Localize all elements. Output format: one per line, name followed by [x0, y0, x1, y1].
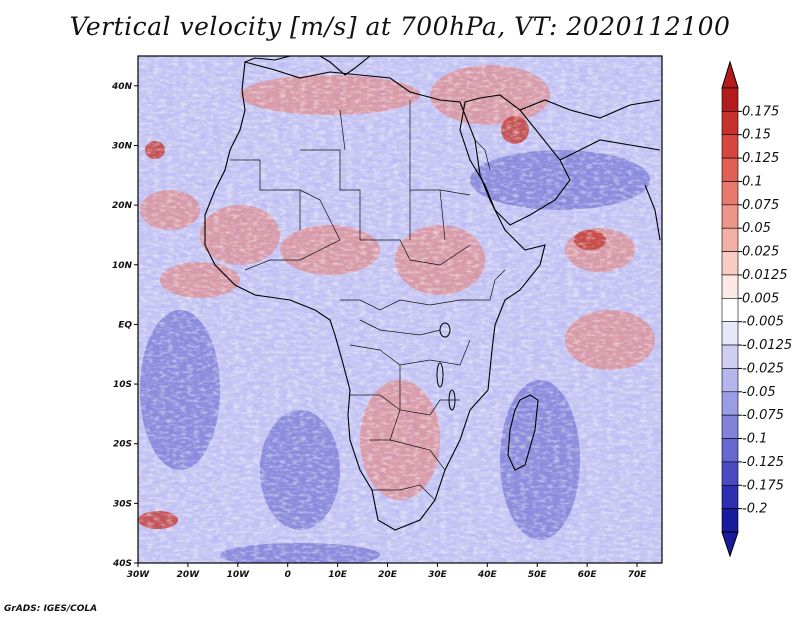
colorbar-label: 0.075: [742, 198, 779, 213]
colorbar-segment: [721, 321, 739, 346]
lon-tick-label: 30E: [428, 570, 448, 580]
colorbar-label: 0.025: [742, 245, 779, 260]
lat-tick-label: 40N: [111, 82, 133, 92]
colorbar-segment: [721, 298, 739, 322]
lon-tick-label: 50E: [528, 570, 548, 580]
lon-tick-label: 20W: [177, 570, 201, 580]
colorbar-segment: [721, 111, 739, 136]
lon-tick-label: 70E: [628, 570, 648, 580]
colorbar-label: -0.0125: [742, 338, 792, 353]
lon-tick-label: 10W: [227, 570, 251, 580]
lat-tick-label: 30S: [113, 499, 132, 509]
lat-tick-label: 20S: [113, 440, 132, 450]
page-title: Vertical velocity [m/s] at 700hPa, VT: 2…: [69, 12, 731, 41]
colorbar-segment: [721, 414, 739, 439]
colorbar-segment: [721, 204, 739, 229]
colorbar-label: -0.025: [742, 361, 784, 376]
colorbar-label: 0.175: [742, 104, 779, 119]
lon-tick-label: 10E: [328, 570, 348, 580]
colorbar-label: -0.1: [742, 432, 767, 447]
lat-tick-label: 30N: [112, 141, 133, 151]
colorbar-segment: [721, 134, 739, 159]
colorbar-label: -0.005: [742, 315, 784, 330]
lat-tick-label: 20N: [112, 201, 133, 211]
colorbar: 0.175 0.15 0.125 0.1 0.075 0.05 0.025 0.0125 0.0…: [721, 60, 792, 558]
lon-tick-label: 60E: [578, 570, 598, 580]
colorbar-label: -0.2: [742, 502, 767, 517]
longitude-axis: 30W 20W 10W 0 10E 20E 30E 40E 50E 60E 70E: [127, 563, 647, 580]
lat-tick-label: 10N: [112, 261, 133, 271]
lon-tick-label: 0: [285, 570, 291, 580]
lat-tick-label: 10S: [113, 380, 132, 390]
colorbar-label: -0.175: [742, 478, 784, 493]
grads-credit: GrADS: IGES/COLA: [4, 604, 98, 614]
lon-tick-label: 40E: [477, 570, 498, 580]
colorbar-segment: [721, 391, 739, 416]
colorbar-segment: [721, 368, 739, 393]
plot-border: [137, 55, 663, 564]
colorbar-label: 0.0125: [742, 268, 788, 283]
lakes: [436, 322, 456, 411]
colorbar-segment: [721, 181, 739, 206]
colorbar-label: 0.005: [742, 291, 779, 306]
colorbar-bottom-arrow: [721, 531, 739, 558]
country-borders: [230, 100, 506, 501]
colorbar-label: 0.125: [742, 151, 779, 166]
colorbar-label: 0.05: [742, 221, 771, 236]
lat-tick-label: EQ: [118, 320, 132, 330]
coastlines: [204, 56, 661, 531]
colorbar-segment: [721, 157, 739, 182]
lat-tick-label: 40S: [112, 559, 132, 569]
colorbar-segment: [721, 87, 739, 112]
lon-tick-label: 20E: [378, 570, 398, 580]
colorbar-segment: [721, 227, 739, 252]
colorbar-label: 0.1: [742, 174, 763, 189]
colorbar-segment: [721, 438, 739, 463]
colorbar-label: -0.05: [742, 385, 776, 400]
colorbar-segment: [721, 344, 739, 369]
colorbar-segment: [721, 274, 739, 299]
colorbar-segment: [721, 484, 739, 509]
lon-tick-label: 30W: [127, 570, 151, 580]
colorbar-segment: [721, 508, 739, 533]
latitude-axis: 40N 30N 20N 10N EQ 10S 20S 30S 40S: [111, 82, 138, 569]
colorbar-segment: [721, 251, 739, 276]
vertical-velocity-field: [138, 56, 662, 563]
colorbar-label: -0.075: [742, 408, 784, 423]
colorbar-top-arrow: [721, 60, 739, 89]
colorbar-label: -0.125: [742, 455, 784, 470]
colorbar-segment: [721, 461, 739, 486]
colorbar-label: 0.15: [742, 128, 771, 143]
